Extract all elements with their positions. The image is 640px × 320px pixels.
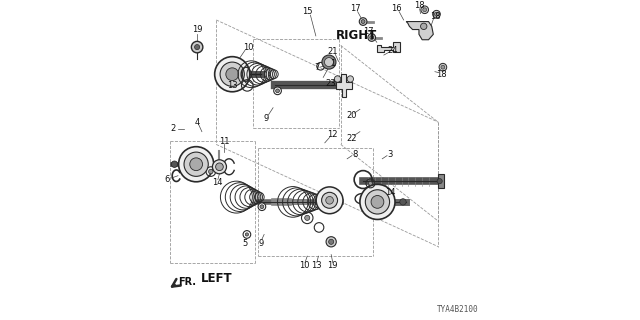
Text: 24: 24 <box>388 46 398 55</box>
Circle shape <box>179 147 214 182</box>
Text: 14: 14 <box>385 188 396 197</box>
Text: 5: 5 <box>243 239 248 248</box>
Circle shape <box>212 160 227 174</box>
Circle shape <box>243 231 251 238</box>
Circle shape <box>276 89 280 93</box>
Circle shape <box>305 215 310 220</box>
Polygon shape <box>378 42 400 52</box>
Text: 15: 15 <box>302 7 312 16</box>
Circle shape <box>433 10 440 18</box>
Text: 18: 18 <box>429 12 440 21</box>
Text: 22: 22 <box>346 133 356 142</box>
Circle shape <box>371 196 384 208</box>
Polygon shape <box>336 74 352 97</box>
Circle shape <box>439 63 447 71</box>
Circle shape <box>435 12 438 16</box>
Text: 17: 17 <box>364 27 374 36</box>
Circle shape <box>322 55 336 69</box>
Text: 12: 12 <box>328 130 338 140</box>
Circle shape <box>216 163 223 171</box>
Text: 18: 18 <box>436 70 447 79</box>
Circle shape <box>245 233 248 236</box>
Text: 17: 17 <box>350 4 360 13</box>
Text: 10: 10 <box>299 261 309 270</box>
Text: 9: 9 <box>259 239 264 248</box>
Circle shape <box>369 181 372 185</box>
Text: 18: 18 <box>413 1 424 10</box>
Circle shape <box>191 41 203 53</box>
Circle shape <box>184 152 208 176</box>
Text: 1: 1 <box>330 59 335 68</box>
Text: LEFT: LEFT <box>200 272 232 285</box>
Circle shape <box>226 68 239 81</box>
Circle shape <box>360 184 395 220</box>
Text: RIGHT: RIGHT <box>336 29 378 43</box>
Circle shape <box>328 239 333 244</box>
Text: 19: 19 <box>328 261 338 270</box>
Circle shape <box>437 179 442 184</box>
Circle shape <box>195 44 200 50</box>
Circle shape <box>361 20 365 23</box>
Circle shape <box>260 205 264 209</box>
Text: 2: 2 <box>170 124 176 133</box>
Text: 16: 16 <box>391 4 402 13</box>
Bar <box>438 174 445 188</box>
Text: 9: 9 <box>263 115 268 124</box>
Text: 19: 19 <box>192 25 202 34</box>
Circle shape <box>220 62 244 86</box>
Text: 6: 6 <box>164 175 170 184</box>
Circle shape <box>326 237 336 247</box>
Circle shape <box>316 187 343 214</box>
Text: 13: 13 <box>311 261 321 270</box>
Text: 7: 7 <box>314 63 319 72</box>
Text: TYA4B2100: TYA4B2100 <box>436 305 478 314</box>
Circle shape <box>420 23 427 29</box>
Circle shape <box>400 199 406 205</box>
Text: FR.: FR. <box>179 277 196 287</box>
Text: 23: 23 <box>326 79 336 88</box>
Circle shape <box>258 203 266 211</box>
Circle shape <box>423 8 427 12</box>
Text: 3: 3 <box>388 149 393 158</box>
Polygon shape <box>406 21 433 40</box>
Circle shape <box>326 196 333 204</box>
Text: 21: 21 <box>328 47 338 56</box>
Circle shape <box>359 18 367 25</box>
Text: 11: 11 <box>219 137 230 146</box>
Circle shape <box>274 87 282 95</box>
Text: 20: 20 <box>346 111 356 120</box>
Circle shape <box>209 169 213 174</box>
Circle shape <box>324 58 333 67</box>
Text: 4: 4 <box>195 117 200 127</box>
Circle shape <box>368 34 376 41</box>
Text: 8: 8 <box>353 149 358 158</box>
Circle shape <box>421 6 429 13</box>
Circle shape <box>321 192 337 208</box>
Circle shape <box>370 36 374 39</box>
Circle shape <box>214 57 250 92</box>
Circle shape <box>172 161 178 167</box>
Circle shape <box>441 65 445 69</box>
Text: 14: 14 <box>212 178 223 187</box>
Circle shape <box>365 190 390 214</box>
Circle shape <box>334 76 340 82</box>
Text: 10: 10 <box>243 43 253 52</box>
Text: 13: 13 <box>227 81 237 90</box>
Circle shape <box>347 76 353 82</box>
Circle shape <box>190 158 202 171</box>
